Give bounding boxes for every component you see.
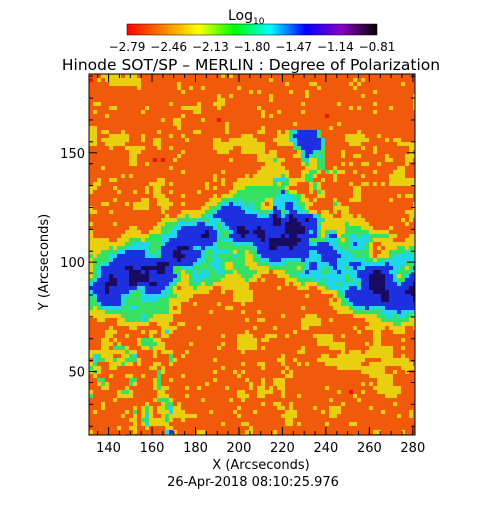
- colorbar-ticks: −2.79 −2.46 −2.13 −1.80 −1.47 −1.14 −0.81: [109, 40, 396, 54]
- x-axis: 140 160 180 200 220 240 260 280: [96, 74, 425, 456]
- y-tick-label: 100: [60, 256, 85, 271]
- x-tick-label: 240: [313, 441, 338, 456]
- colorbar-tick-label: −2.13: [192, 40, 229, 54]
- colorbar-title: Log10: [228, 8, 265, 27]
- x-tick-label: 140: [96, 441, 121, 456]
- x-tick-label: 280: [400, 441, 425, 456]
- x-axis-label: X (Arcseconds): [212, 458, 309, 473]
- x-tick-label: 220: [270, 441, 295, 456]
- colorbar: [126, 23, 378, 36]
- colorbar-tick-label: −2.79: [109, 40, 146, 54]
- x-tick-label: 160: [140, 441, 165, 456]
- colorbar-tick-label: −1.47: [275, 40, 312, 54]
- plot-frame: [88, 73, 416, 436]
- y-axis: 50 100 150: [60, 75, 415, 427]
- chart-title: Hinode SOT/SP – MERLIN : Degree of Polar…: [62, 56, 440, 74]
- y-tick-label: 150: [60, 147, 85, 162]
- colorbar-tick-label: −0.81: [359, 40, 396, 54]
- y-axis-label: Y (Arcseconds): [37, 214, 52, 311]
- x-tick-label: 200: [227, 441, 252, 456]
- colorbar-tick-label: −1.80: [234, 40, 271, 54]
- heatmap-image: [89, 74, 415, 435]
- colorbar-tick-label: −2.46: [150, 40, 187, 54]
- x-tick-label: 260: [357, 441, 382, 456]
- x-tick-label: 180: [183, 441, 208, 456]
- colorbar-tick-label: −1.14: [317, 40, 354, 54]
- y-tick-label: 50: [68, 366, 85, 381]
- timestamp: 26-Apr-2018 08:10:25.976: [167, 475, 339, 490]
